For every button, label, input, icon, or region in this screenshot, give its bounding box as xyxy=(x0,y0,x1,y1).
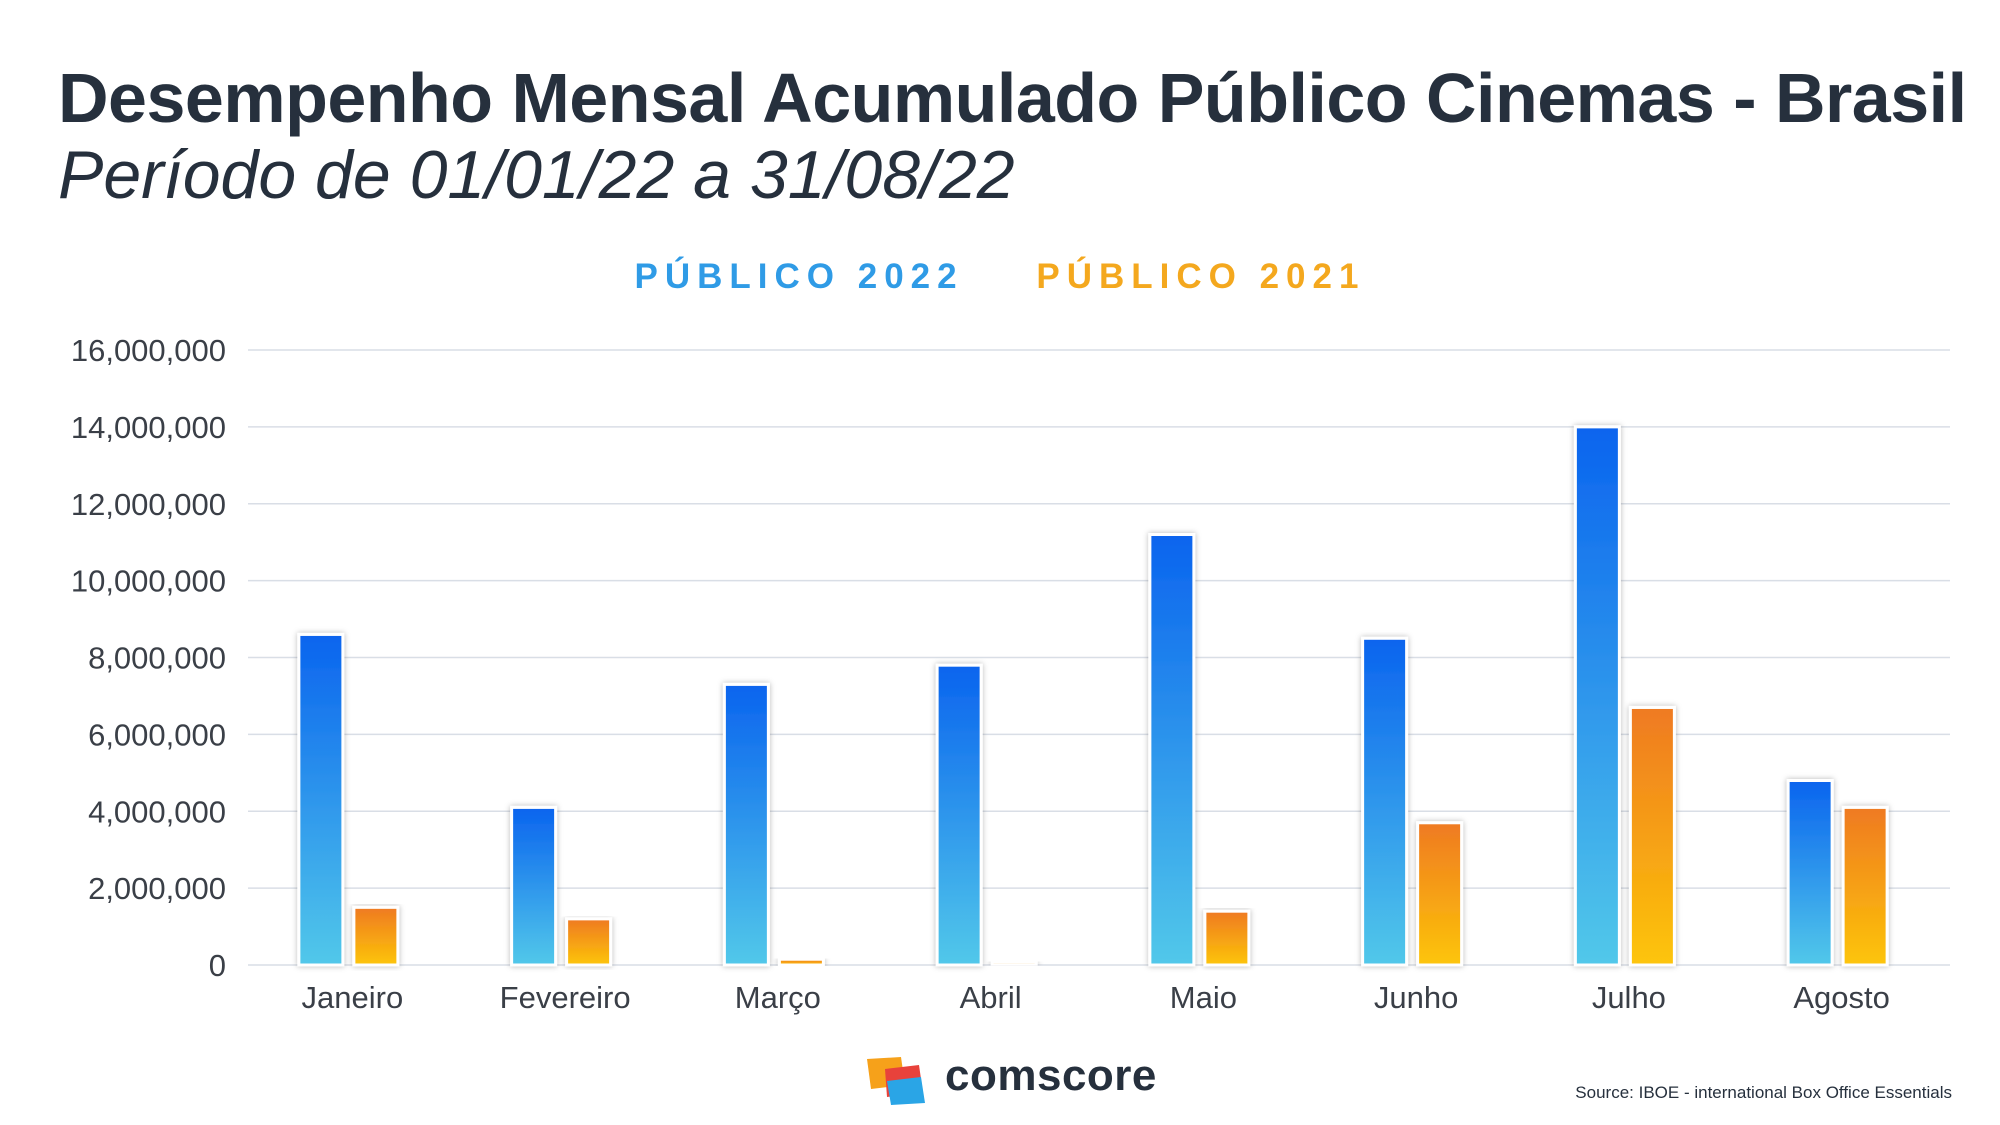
bar-2022 xyxy=(510,805,558,967)
bar-2021 xyxy=(1841,805,1889,967)
bar-2021 xyxy=(1203,909,1251,967)
x-tick-label: Fevereiro xyxy=(500,980,631,1015)
bar-2021 xyxy=(777,957,825,967)
y-tick-label: 2,000,000 xyxy=(88,871,226,906)
bar-chart: 0 2,000,000 4,000,000 6,000,000 8,000,000 10,… xyxy=(71,333,1950,1015)
y-tick-label: 6,000,000 xyxy=(88,717,226,752)
comscore-logo-icon xyxy=(867,1057,925,1105)
x-tick-label: Março xyxy=(735,980,821,1015)
source-note: Source: IBOE - international Box Office … xyxy=(1575,1083,1952,1102)
y-axis-ticks: 0 2,000,000 4,000,000 6,000,000 8,000,000 10,… xyxy=(71,333,226,983)
bar-2022 xyxy=(1361,636,1409,967)
bar-2022 xyxy=(297,632,345,967)
x-tick-label: Agosto xyxy=(1793,980,1890,1015)
bar-2021 xyxy=(1628,705,1676,967)
y-tick-label: 16,000,000 xyxy=(71,333,226,368)
bars xyxy=(297,425,1889,967)
bar-2022 xyxy=(935,663,983,967)
bar-2022 xyxy=(722,682,770,967)
y-tick-label: 0 xyxy=(209,948,226,983)
bar-2022 xyxy=(1148,533,1196,967)
chart-title: Desempenho Mensal Acumulado Público Cine… xyxy=(58,59,1967,137)
legend: PÚBLICO 2022 PÚBLICO 2021 xyxy=(0,257,2000,297)
gridlines xyxy=(248,349,1950,966)
bar-2021 xyxy=(1416,821,1464,967)
logo-wordmark: comscore xyxy=(945,1051,1157,1100)
legend-item-2021: PÚBLICO 2021 xyxy=(1036,257,1366,296)
x-tick-label: Abril xyxy=(960,980,1022,1015)
bar-2021 xyxy=(990,960,1038,967)
legend-item-2022: PÚBLICO 2022 xyxy=(634,257,964,296)
comscore-logo: comscore xyxy=(865,1051,1165,1105)
y-tick-label: 8,000,000 xyxy=(88,641,226,676)
x-tick-label: Maio xyxy=(1170,980,1237,1015)
y-tick-label: 4,000,000 xyxy=(88,794,226,829)
y-tick-label: 12,000,000 xyxy=(71,487,226,522)
x-axis-ticks: Janeiro Fevereiro Março Abril Maio Junho Julho… xyxy=(302,980,1890,1015)
chart-subtitle: Período de 01/01/22 a 31/08/22 xyxy=(58,137,1015,213)
bar-2021 xyxy=(352,905,400,967)
x-tick-label: Julho xyxy=(1592,980,1666,1015)
bar-2022 xyxy=(1786,779,1834,967)
y-tick-label: 14,000,000 xyxy=(71,410,226,445)
x-tick-label: Janeiro xyxy=(302,980,404,1015)
bar-2022 xyxy=(1573,425,1621,967)
x-tick-label: Junho xyxy=(1374,980,1458,1015)
bar-2021 xyxy=(565,917,613,967)
y-tick-label: 10,000,000 xyxy=(71,564,226,599)
